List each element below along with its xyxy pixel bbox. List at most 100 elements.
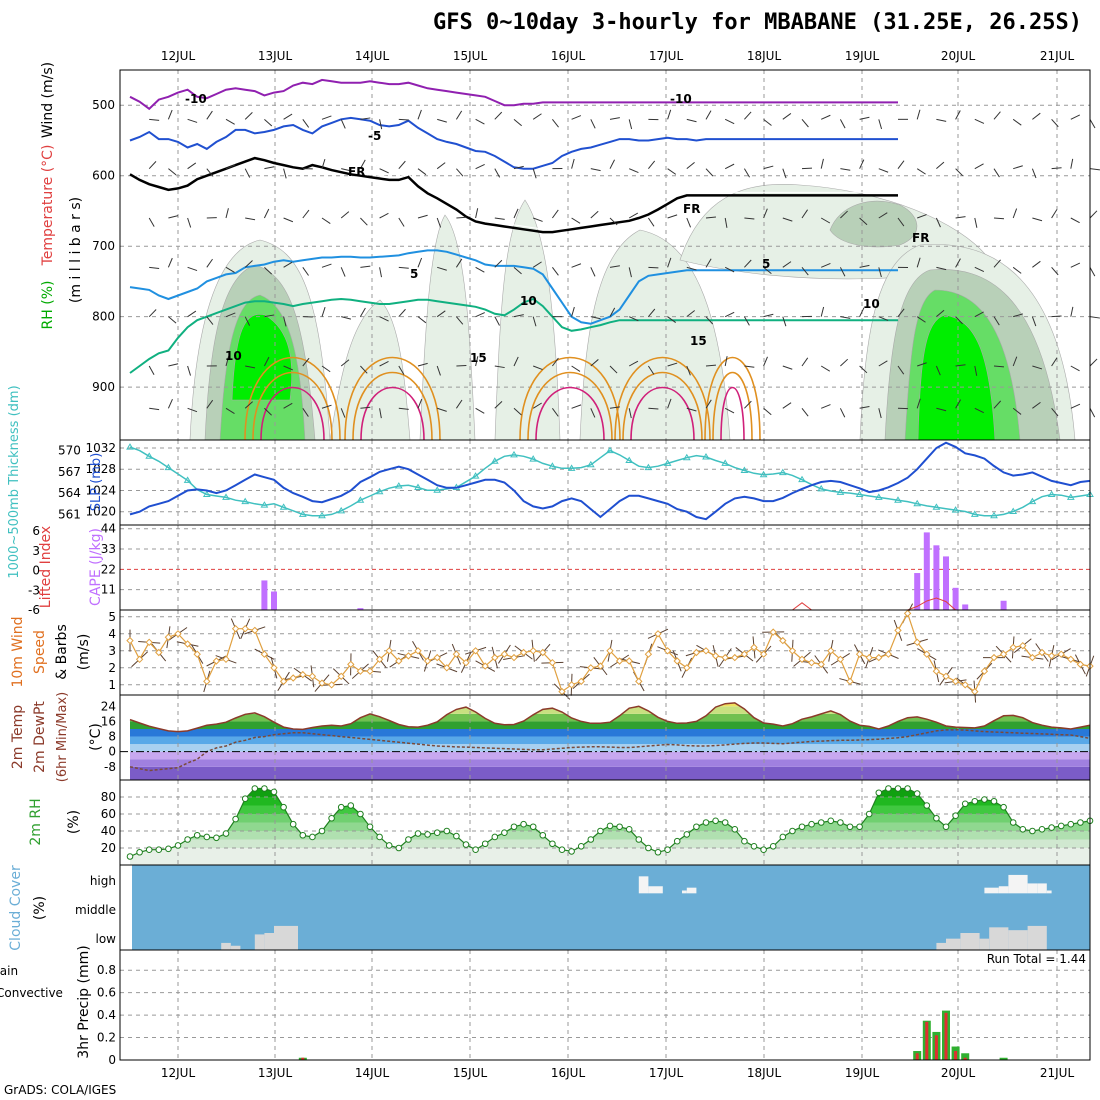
thickness-marker	[1066, 493, 1075, 500]
isotherm-line	[129, 116, 898, 170]
wind-barb	[513, 208, 519, 219]
wind-speed-marker	[961, 681, 969, 689]
wind-speed-marker	[222, 655, 230, 664]
wind-barb	[705, 168, 714, 177]
ylabel-temp2m: 2m Temp	[10, 705, 26, 769]
wind-speed-marker	[567, 681, 576, 689]
date-tick-label: 21JUL	[1040, 49, 1075, 63]
wind-barb	[705, 216, 716, 219]
date-tick-label: 17JUL	[649, 49, 684, 63]
thickness-line	[129, 446, 1091, 517]
wind-barb	[571, 263, 582, 268]
wind-barb	[437, 407, 447, 412]
pressure-tick-label: 500	[92, 98, 115, 112]
wind-barb	[744, 111, 752, 120]
wind-barb	[839, 267, 846, 277]
thickness-marker	[740, 466, 749, 473]
wind-barb	[590, 408, 596, 418]
wind-barb	[494, 111, 503, 120]
wind-tick-label: 4	[108, 627, 116, 641]
rh-marker	[241, 795, 249, 803]
precip-tick-label: 0.2	[97, 1031, 116, 1045]
isotherm-line	[252, 371, 333, 441]
rh-marker	[222, 830, 230, 837]
rh-marker	[702, 819, 710, 826]
thickness-marker	[836, 488, 845, 495]
ylabel-temp2m: 2m DewPt	[32, 701, 48, 773]
wind-barb	[264, 118, 273, 127]
rh-marker	[894, 785, 902, 792]
thickness-marker	[798, 475, 806, 483]
wind-barb	[743, 168, 750, 178]
wind-barb	[302, 408, 309, 417]
wind-speed-marker	[779, 636, 787, 645]
wind-barb	[398, 308, 406, 318]
rh-marker	[318, 827, 326, 835]
wind-barb	[724, 217, 728, 228]
contour-label: 15	[470, 351, 487, 365]
wind-barb	[302, 267, 309, 276]
ylabel-lifted-index: Lifted Index	[38, 526, 54, 608]
wind-barb	[475, 266, 485, 273]
wind-barb	[149, 118, 160, 121]
precip-tick-label: 0	[108, 1053, 116, 1067]
wind-speed-marker	[999, 650, 1008, 658]
cape-bar	[1000, 600, 1007, 610]
wind-barb	[801, 267, 809, 276]
wind-barb	[551, 407, 559, 417]
wind-speed-marker	[241, 624, 249, 633]
rh-marker	[913, 790, 921, 797]
wind-barb	[763, 208, 768, 219]
contour-label: -10	[185, 92, 207, 106]
cloud-block	[686, 887, 697, 894]
contour-label: 10	[520, 294, 537, 308]
wind-barb	[206, 258, 213, 268]
dewpoint-line	[129, 729, 1091, 772]
wind-barb	[1032, 365, 1043, 370]
rh-marker	[453, 832, 460, 840]
isotherm-line	[712, 372, 753, 441]
wind-barb	[628, 360, 639, 367]
wind-tick-label: 5	[108, 610, 116, 624]
wind-barb	[341, 168, 352, 172]
isotherm-line	[519, 356, 621, 441]
wind-barb	[552, 357, 559, 367]
wind-barb	[417, 168, 427, 176]
cloud-block	[1008, 930, 1028, 950]
rh-marker	[654, 848, 662, 856]
wind-barb	[648, 266, 659, 269]
wind-speed-marker	[145, 638, 153, 647]
thickness-marker	[145, 452, 154, 459]
wind-barb	[244, 112, 253, 120]
contour-label: -5	[368, 129, 381, 143]
thickness-marker	[279, 503, 288, 510]
wind-barb	[398, 365, 405, 375]
wind-barb	[648, 407, 659, 410]
cape-tick-label: 11	[101, 583, 116, 597]
rh-marker	[1048, 824, 1055, 831]
rh-marker	[1009, 819, 1017, 826]
wind-barb	[360, 265, 371, 268]
wind-barb	[1012, 356, 1018, 367]
wind-speed-marker	[500, 650, 509, 658]
cloud-block	[936, 942, 946, 950]
wind-barb	[897, 308, 905, 317]
precip-convective-bar	[934, 1035, 938, 1060]
rh-marker	[261, 785, 268, 792]
rh-marker	[126, 853, 134, 860]
cloud-block	[274, 925, 298, 950]
precip-convective-bar	[915, 1053, 919, 1060]
wind-barb	[455, 399, 463, 409]
wind-speed-marker	[1067, 655, 1075, 664]
wind-barb	[264, 314, 275, 318]
wind-tick-label: 3	[108, 644, 116, 658]
wind-barb	[609, 159, 615, 169]
wind-speed-marker	[279, 677, 288, 686]
wind-barb	[820, 217, 831, 224]
wind-barb	[1051, 167, 1062, 170]
rh-marker	[875, 789, 883, 797]
cape-bar	[923, 532, 930, 610]
wind-barb	[283, 316, 287, 327]
wind-barb	[878, 408, 882, 419]
wind-speed-marker	[827, 647, 835, 655]
